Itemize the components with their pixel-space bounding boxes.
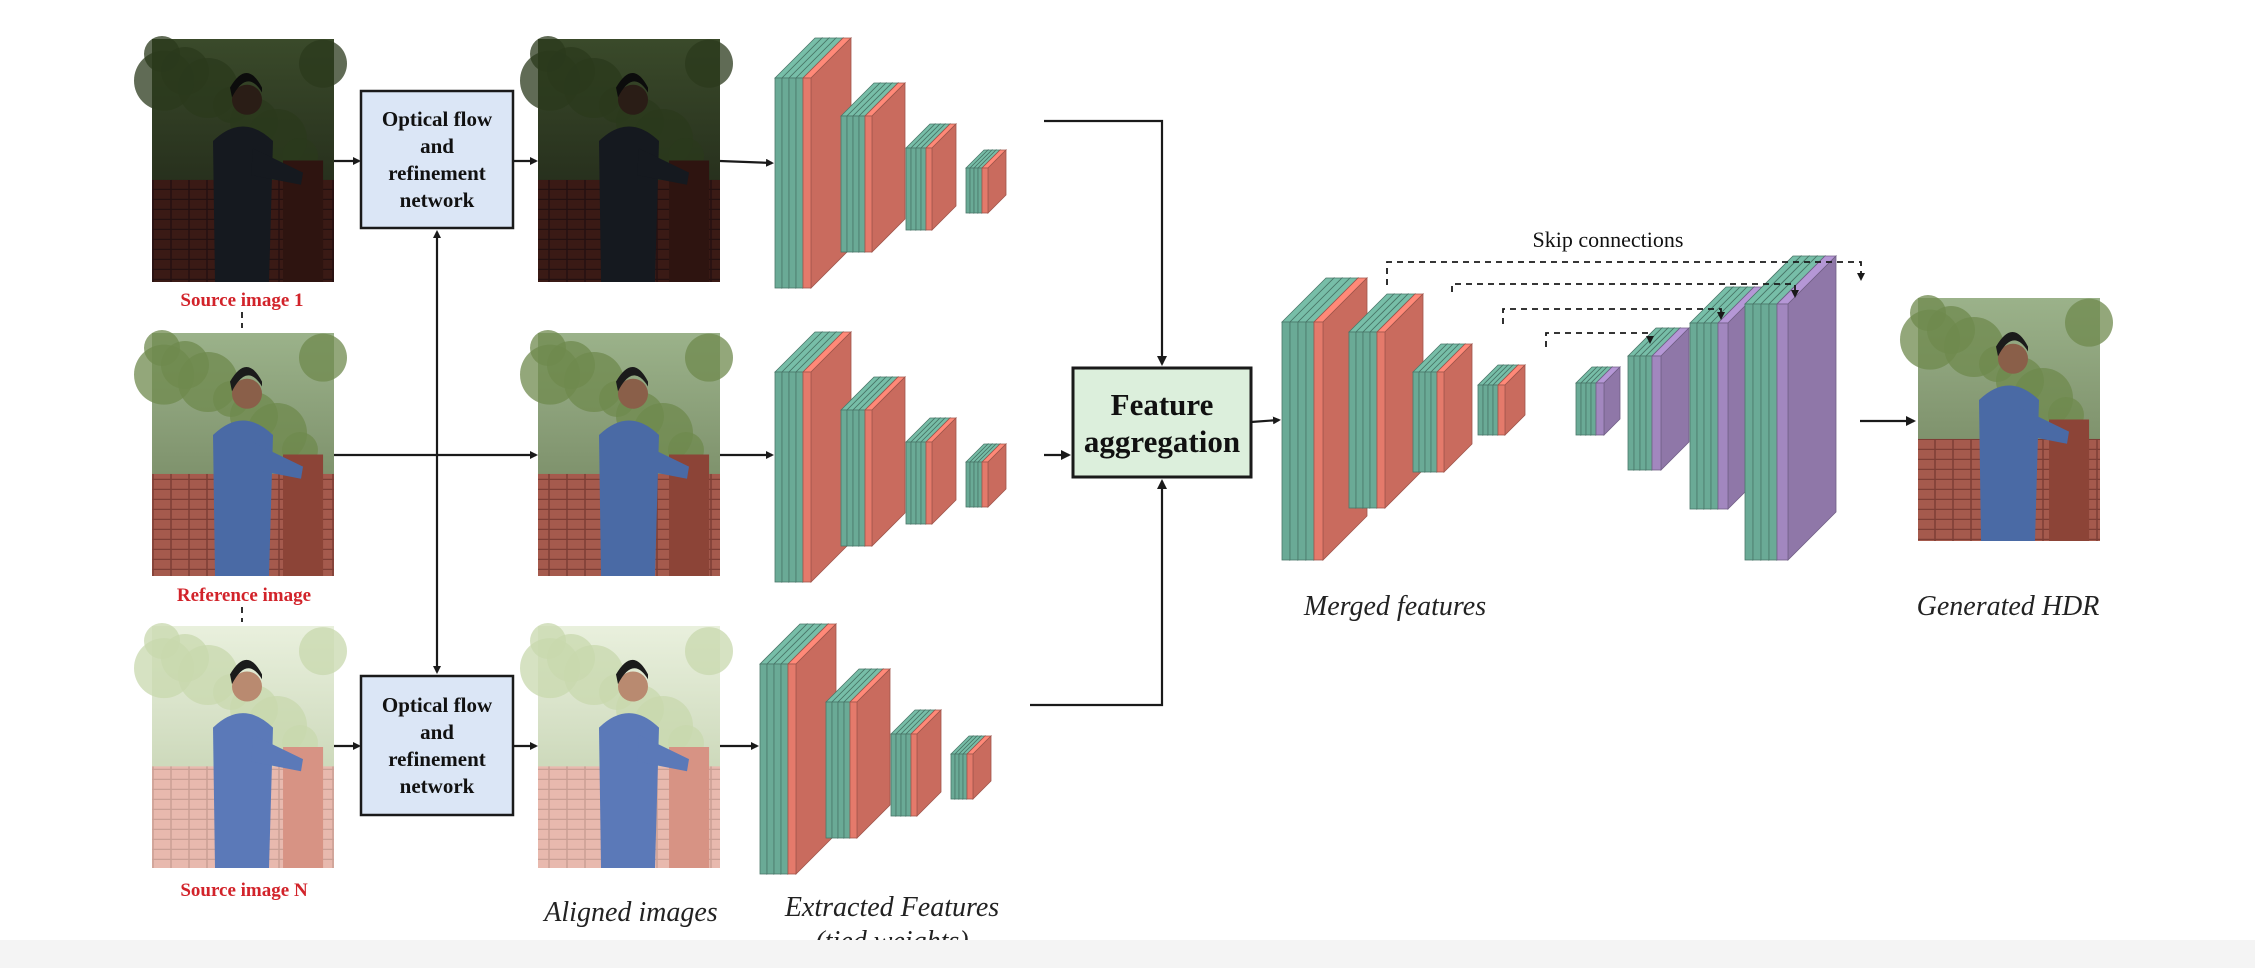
aligned-image-2-photo bbox=[520, 330, 733, 576]
encoder-bottom-b4-salmon bbox=[966, 735, 992, 800]
optical-flow-box-bottom: Optical flow and refinement network bbox=[359, 674, 515, 817]
flow-bottom-line-2: and bbox=[420, 720, 454, 744]
aligned-image-3-photo bbox=[520, 623, 733, 868]
decoder-b4-purple bbox=[1776, 255, 1837, 561]
arrow-encoder-bottom-to-aggregation bbox=[1030, 479, 1167, 707]
merged-b3-salmon bbox=[1436, 343, 1473, 473]
encoder-middle-b3-salmon bbox=[925, 417, 957, 525]
caption-source-image-1: Source image 1 bbox=[180, 290, 303, 311]
encoder-middle-b2-salmon bbox=[864, 376, 906, 547]
flow-top-line-1: Optical flow bbox=[382, 107, 493, 131]
generated-hdr-photo bbox=[1900, 295, 2113, 541]
skip-connection-3 bbox=[1502, 308, 1725, 324]
arrow-encoder-top-to-aggregation bbox=[1044, 119, 1167, 366]
aggregation-line-2: aggregation bbox=[1084, 424, 1240, 459]
merged-b4-salmon bbox=[1497, 364, 1526, 436]
feature-aggregation-box: Feature aggregation bbox=[1071, 366, 1253, 479]
arrow-aggregation-to-merged bbox=[1250, 416, 1281, 425]
encoder-middle-b4-salmon bbox=[981, 443, 1007, 508]
encoder-top-b2-salmon bbox=[864, 82, 906, 253]
optical-flow-box-top: Optical flow and refinement network bbox=[359, 89, 515, 230]
caption-reference-image: Reference image bbox=[177, 585, 311, 606]
decoder-b2-purple bbox=[1651, 327, 1690, 471]
aligned-image-1-photo bbox=[520, 36, 733, 282]
bottom-strip bbox=[0, 940, 2255, 968]
flow-top-line-2: and bbox=[420, 134, 454, 158]
arrow-aligned1-to-encoder bbox=[719, 158, 774, 167]
aggregation-line-1: Feature bbox=[1111, 387, 1214, 422]
encoder-bottom-b2-salmon bbox=[849, 668, 891, 839]
skip-connection-4 bbox=[1545, 332, 1654, 347]
caption-merged-features: Merged features bbox=[1303, 591, 1486, 622]
skip-connection-2 bbox=[1451, 283, 1799, 298]
source-image-n-photo bbox=[134, 623, 347, 868]
caption-skip-connections: Skip connections bbox=[1533, 227, 1684, 252]
flow-top-line-3: refinement bbox=[388, 161, 486, 185]
encoder-top-b3-salmon bbox=[925, 123, 957, 231]
encoder-top-b4-salmon bbox=[981, 149, 1007, 214]
decoder-b1-purple bbox=[1595, 366, 1621, 436]
source-image-1-photo bbox=[134, 36, 347, 282]
caption-source-image-n: Source image N bbox=[180, 880, 308, 901]
reference-image-photo bbox=[134, 330, 347, 576]
flow-bottom-line-3: refinement bbox=[388, 747, 486, 771]
caption-aligned-images: Aligned images bbox=[542, 897, 718, 928]
skip-connection-1 bbox=[1386, 261, 1865, 285]
flow-bottom-line-4: network bbox=[400, 774, 475, 798]
flow-bottom-line-1: Optical flow bbox=[382, 693, 493, 717]
caption-generated-hdr: Generated HDR bbox=[1917, 591, 2100, 622]
caption-extracted-features: Extracted Features bbox=[784, 892, 999, 923]
flow-top-line-4: network bbox=[400, 188, 475, 212]
encoder-bottom-b3-salmon bbox=[910, 709, 942, 817]
